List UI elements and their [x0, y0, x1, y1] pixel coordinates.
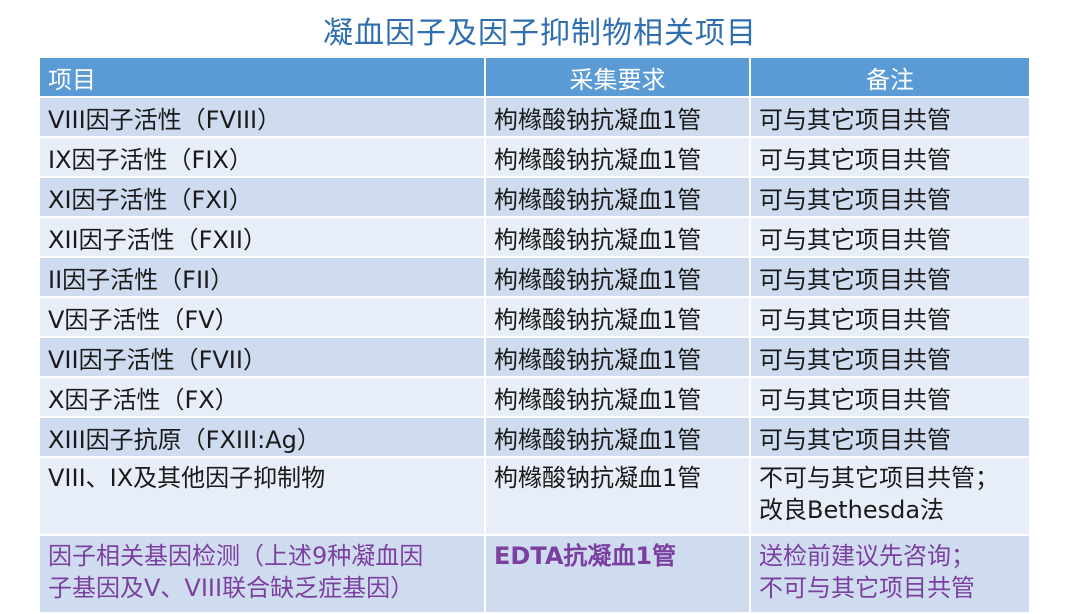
note-cell: 可与其它项目共管	[750, 297, 1031, 338]
note-cell: 送检前建议先咨询； 不可与其它项目共管	[750, 535, 1031, 614]
note-cell: 可与其它项目共管	[750, 417, 1031, 458]
item-cell: V因子活性（FV）	[40, 297, 486, 338]
note-cell: 可与其它项目共管	[750, 217, 1031, 258]
page-title: 凝血因子及因子抑制物相关项目	[323, 16, 757, 51]
requirement-cell: 枸橼酸钠抗凝血1管	[485, 177, 751, 218]
item-cell: VII因子活性（FVII）	[40, 337, 486, 378]
item-cell: II因子活性（FII）	[40, 257, 486, 298]
note-cell: 可与其它项目共管	[750, 257, 1031, 298]
table-row: VII因子活性（FVII） 枸橼酸钠抗凝血1管 可与其它项目共管	[40, 337, 1031, 378]
requirement-cell: 枸橼酸钠抗凝血1管	[485, 337, 751, 378]
requirement-cell: 枸橼酸钠抗凝血1管	[485, 257, 751, 298]
requirement-cell: 枸橼酸钠抗凝血1管	[485, 297, 751, 338]
requirement-cell: 枸橼酸钠抗凝血1管	[485, 137, 751, 178]
note-line: 不可与其它项目共管	[759, 574, 975, 602]
table-row: II因子活性（FII） 枸橼酸钠抗凝血1管 可与其它项目共管	[40, 257, 1031, 298]
note-line: 不可与其它项目共管；	[759, 464, 999, 492]
table-row: XI因子活性（FXI） 枸橼酸钠抗凝血1管 可与其它项目共管	[40, 177, 1031, 218]
item-cell: VIII、IX及其他因子抑制物	[40, 457, 486, 536]
item-cell: IX因子活性（FIX）	[40, 137, 486, 178]
requirement-cell: EDTA抗凝血1管	[485, 535, 751, 614]
note-cell: 可与其它项目共管	[750, 377, 1031, 418]
note-cell: 可与其它项目共管	[750, 177, 1031, 218]
note-line: 改良Bethesda法	[759, 496, 945, 524]
requirement-cell: 枸橼酸钠抗凝血1管	[485, 217, 751, 258]
table-row: VIII、IX及其他因子抑制物 枸橼酸钠抗凝血1管 不可与其它项目共管； 改良B…	[40, 457, 1031, 536]
requirement-cell: 枸橼酸钠抗凝血1管	[485, 417, 751, 458]
item-line: 因子相关基因检测（上述9种凝血因	[48, 542, 424, 570]
item-cell: 因子相关基因检测（上述9种凝血因 子基因及V、VIII联合缺乏症基因）	[40, 535, 486, 614]
item-cell: XIII因子抗原（FXIII:Ag）	[40, 417, 486, 458]
project-table: 项目 采集要求 备注 VIII因子活性（FVIII） 枸橼酸钠抗凝血1管 可与其…	[40, 58, 1031, 614]
note-cell: 不可与其它项目共管； 改良Bethesda法	[750, 457, 1031, 536]
item-cell: XI因子活性（FXI）	[40, 177, 486, 218]
note-cell: 可与其它项目共管	[750, 337, 1031, 378]
header-item: 项目	[40, 58, 486, 98]
table-row: 因子相关基因检测（上述9种凝血因 子基因及V、VIII联合缺乏症基因） EDTA…	[40, 535, 1031, 614]
item-cell: XII因子活性（FXII）	[40, 217, 486, 258]
table-row: X因子活性（FX） 枸橼酸钠抗凝血1管 可与其它项目共管	[40, 377, 1031, 418]
table-row: V因子活性（FV） 枸橼酸钠抗凝血1管 可与其它项目共管	[40, 297, 1031, 338]
header-note: 备注	[750, 58, 1031, 98]
item-line: 子基因及V、VIII联合缺乏症基因）	[48, 574, 415, 602]
table-row: XIII因子抗原（FXIII:Ag） 枸橼酸钠抗凝血1管 可与其它项目共管	[40, 417, 1031, 458]
requirement-cell: 枸橼酸钠抗凝血1管	[485, 457, 751, 536]
note-line: 送检前建议先咨询；	[759, 542, 975, 570]
table-row: XII因子活性（FXII） 枸橼酸钠抗凝血1管 可与其它项目共管	[40, 217, 1031, 258]
requirement-cell: 枸橼酸钠抗凝血1管	[485, 377, 751, 418]
table-row: IX因子活性（FIX） 枸橼酸钠抗凝血1管 可与其它项目共管	[40, 137, 1031, 178]
table-header-row: 项目 采集要求 备注	[40, 58, 1031, 98]
note-cell: 可与其它项目共管	[750, 97, 1031, 138]
item-cell: X因子活性（FX）	[40, 377, 486, 418]
item-cell: VIII因子活性（FVIII）	[40, 97, 486, 138]
note-cell: 可与其它项目共管	[750, 137, 1031, 178]
requirement-cell: 枸橼酸钠抗凝血1管	[485, 97, 751, 138]
table-row: VIII因子活性（FVIII） 枸橼酸钠抗凝血1管 可与其它项目共管	[40, 97, 1031, 138]
header-requirement: 采集要求	[485, 58, 751, 98]
